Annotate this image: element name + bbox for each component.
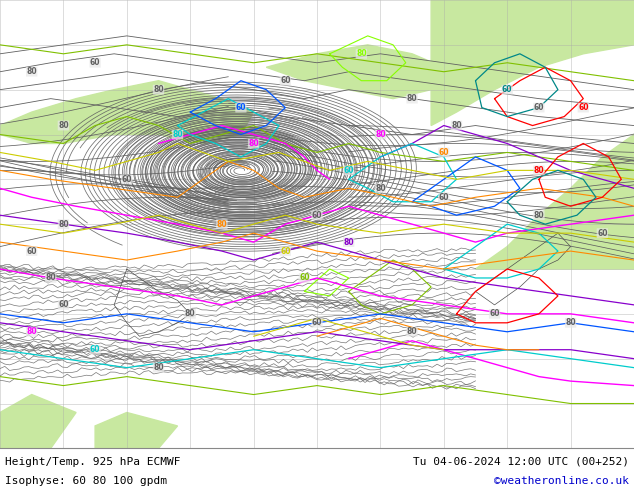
Text: 60: 60 bbox=[534, 103, 544, 112]
Text: 80: 80 bbox=[534, 211, 544, 220]
Text: 60: 60 bbox=[90, 58, 100, 67]
Text: 80: 80 bbox=[153, 85, 164, 94]
Text: 80: 80 bbox=[153, 363, 164, 372]
Text: 60: 60 bbox=[578, 103, 588, 112]
Text: 60: 60 bbox=[236, 103, 246, 112]
Text: 80: 80 bbox=[356, 49, 366, 58]
Text: 80: 80 bbox=[185, 309, 195, 318]
Text: 80: 80 bbox=[217, 220, 227, 229]
Text: 80: 80 bbox=[27, 327, 37, 336]
Text: 80: 80 bbox=[58, 220, 68, 229]
Polygon shape bbox=[0, 81, 254, 144]
Text: 80: 80 bbox=[46, 273, 56, 282]
Text: 80: 80 bbox=[407, 94, 417, 103]
Text: Tu 04-06-2024 12:00 UTC (00+252): Tu 04-06-2024 12:00 UTC (00+252) bbox=[413, 457, 629, 466]
Text: 60: 60 bbox=[439, 148, 449, 157]
Text: 80: 80 bbox=[344, 238, 354, 246]
Text: 80: 80 bbox=[375, 130, 385, 139]
Text: 60: 60 bbox=[312, 318, 322, 327]
Text: ©weatheronline.co.uk: ©weatheronline.co.uk bbox=[494, 476, 629, 486]
Text: 80: 80 bbox=[566, 318, 576, 327]
Text: 80: 80 bbox=[249, 139, 259, 148]
Text: 60: 60 bbox=[27, 246, 37, 256]
Text: 80: 80 bbox=[451, 121, 462, 130]
Text: 80: 80 bbox=[58, 121, 68, 130]
Text: 60: 60 bbox=[344, 166, 354, 175]
Text: 60: 60 bbox=[299, 273, 309, 282]
Text: 80: 80 bbox=[375, 184, 385, 193]
Text: 60: 60 bbox=[280, 76, 290, 85]
Text: 80: 80 bbox=[27, 67, 37, 76]
Polygon shape bbox=[0, 394, 76, 448]
Text: 60: 60 bbox=[122, 175, 132, 184]
Text: 80: 80 bbox=[534, 166, 544, 175]
Text: Height/Temp. 925 hPa ECMWF: Height/Temp. 925 hPa ECMWF bbox=[5, 457, 181, 466]
Text: 60: 60 bbox=[597, 229, 607, 238]
Text: 60: 60 bbox=[312, 211, 322, 220]
Text: 80: 80 bbox=[172, 130, 183, 139]
Text: 80: 80 bbox=[407, 327, 417, 336]
Polygon shape bbox=[95, 413, 178, 448]
Polygon shape bbox=[266, 45, 444, 98]
Polygon shape bbox=[431, 0, 634, 125]
Text: 60: 60 bbox=[90, 345, 100, 354]
Text: 60: 60 bbox=[502, 85, 512, 94]
Text: Isophyse: 60 80 100 gpdm: Isophyse: 60 80 100 gpdm bbox=[5, 476, 167, 486]
Text: 60: 60 bbox=[58, 300, 68, 309]
Polygon shape bbox=[476, 135, 634, 269]
Text: 60: 60 bbox=[280, 246, 290, 256]
Text: 60: 60 bbox=[439, 193, 449, 202]
Text: 60: 60 bbox=[489, 309, 500, 318]
